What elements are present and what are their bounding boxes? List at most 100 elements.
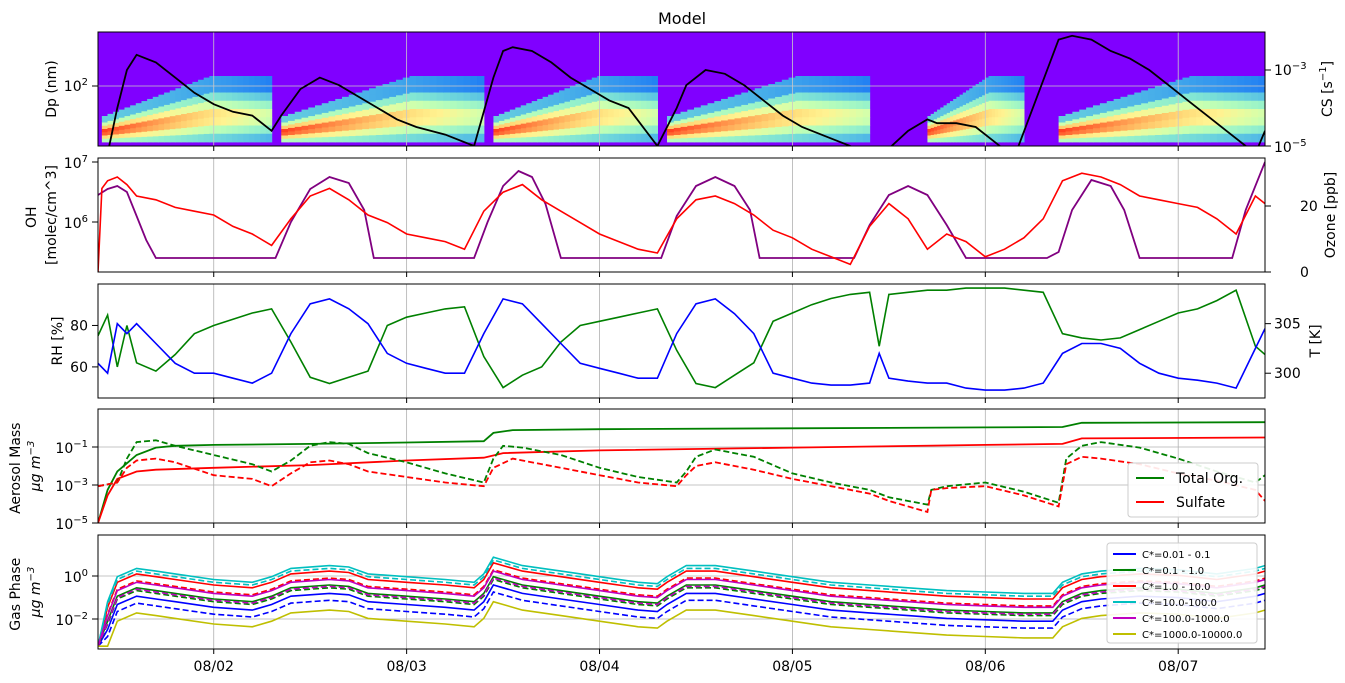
heatmap-cell [477,133,485,143]
heatmap-cell [209,100,216,110]
heatmap-cell [775,104,783,113]
heatmap-cell [220,125,227,135]
rh-tick-label: 80 [70,318,88,334]
heatmap-cell [493,119,500,123]
heatmap-cell [237,133,244,143]
heatmap-cell [328,101,336,107]
heatmap-cell [994,92,999,102]
heatmap-cell [1001,100,1006,110]
heatmap-cell [237,117,244,126]
heatmap-cell [1230,117,1239,126]
heatmap-cell [375,128,384,136]
heatmap-cell [509,129,516,135]
heatmap-cell [630,100,637,110]
heatmap-cell [975,120,980,128]
heatmap-cell [382,127,390,136]
heatmap-cell [243,109,250,118]
heatmap-cell [226,92,233,102]
heatmap-cell [949,131,954,138]
heatmap-cell [1020,100,1025,110]
heatmap-cell [1099,132,1108,138]
heatmap-cell [933,138,938,143]
heatmap-cell [998,133,1002,143]
heatmap-cell [849,109,857,118]
heatmap-cell [1134,135,1142,143]
heatmap-cell [619,76,626,85]
heatmap-cell [808,117,817,126]
gas-legend: C*=0.01 - 0.1 C*=0.1 - 1.0 C*=1.0 - 10.0 C*… [1106,542,1258,644]
heatmap-cell [734,130,742,137]
heatmap-cell [927,116,932,120]
heatmap-cell [281,135,289,140]
heatmap-cell [164,92,171,100]
heatmap-cell [1086,107,1094,113]
heatmap-cell [101,135,109,140]
heatmap-cell [1106,111,1115,117]
heatmap-cell [243,100,250,110]
heatmap-cell [355,111,363,118]
heatmap-cell [586,79,593,88]
heatmap-cell [651,125,658,135]
heatmap-cell [531,126,538,133]
heatmap-cell [450,92,458,102]
heatmap-cell [930,117,935,122]
heatmap-cell [1251,100,1259,110]
heatmap-cell [1058,125,1067,130]
heatmap-cell [602,109,609,118]
heatmap-cell [1203,125,1211,135]
heatmap-cell [680,126,688,132]
heatmap-cell [943,119,948,125]
heatmap-cell [265,76,273,85]
heatmap-cell [520,123,527,129]
heatmap-cell [624,84,631,93]
heatmap-cell [389,89,397,98]
heatmap-cell [975,113,980,121]
heatmap-cell [152,136,160,143]
heatmap-cell [209,133,216,143]
heatmap-cell [564,101,571,109]
heatmap-cell [169,135,177,143]
heatmap-cell [294,119,303,124]
legend-total-org: Total Org. [1175,471,1243,487]
heatmap-cell [694,111,702,117]
heatmap-cell [707,132,715,138]
heatmap-cell [164,98,171,106]
heatmap-cell [254,117,261,126]
svg-text:106: 106 [64,214,88,232]
heatmap-cell [520,105,527,111]
heatmap-cell [619,133,626,143]
heatmap-cell [564,94,571,103]
heatmap-cell [265,133,273,143]
heatmap-cell [548,136,555,143]
heatmap-cell [927,125,932,130]
svg-text:10−5: 10−5 [1274,138,1307,156]
heatmap-cell [220,92,227,102]
heatmap-cell [982,95,986,104]
heatmap-cell [721,98,729,105]
heatmap-cell [741,92,749,100]
panel2-frame [97,157,1266,273]
heatmap-cell [1230,92,1239,102]
heatmap-cell [1065,120,1073,125]
heatmap-cell [493,132,500,136]
heatmap-cell [586,103,593,112]
heatmap-cell [768,113,776,121]
heatmap-cell [1011,109,1015,118]
heatmap-cell [198,79,205,88]
heatmap-cell [1120,119,1129,126]
heatmap-cell [943,137,948,143]
heatmap-cell [181,121,188,129]
heatmap-cell [835,100,844,110]
heatmap-cell [569,121,577,129]
heatmap-cell [1020,84,1025,93]
heatmap-cell [978,104,983,113]
heatmap-cell [1011,76,1015,85]
heatmap-cell [260,125,267,135]
heatmap-cell [342,125,350,132]
heatmap-cell [1106,106,1115,112]
heatmap-cell [456,125,465,135]
heatmap-cell [748,103,756,111]
heatmap-cell [237,125,244,135]
heatmap-cell [531,111,538,117]
heatmap-cell [526,117,533,123]
